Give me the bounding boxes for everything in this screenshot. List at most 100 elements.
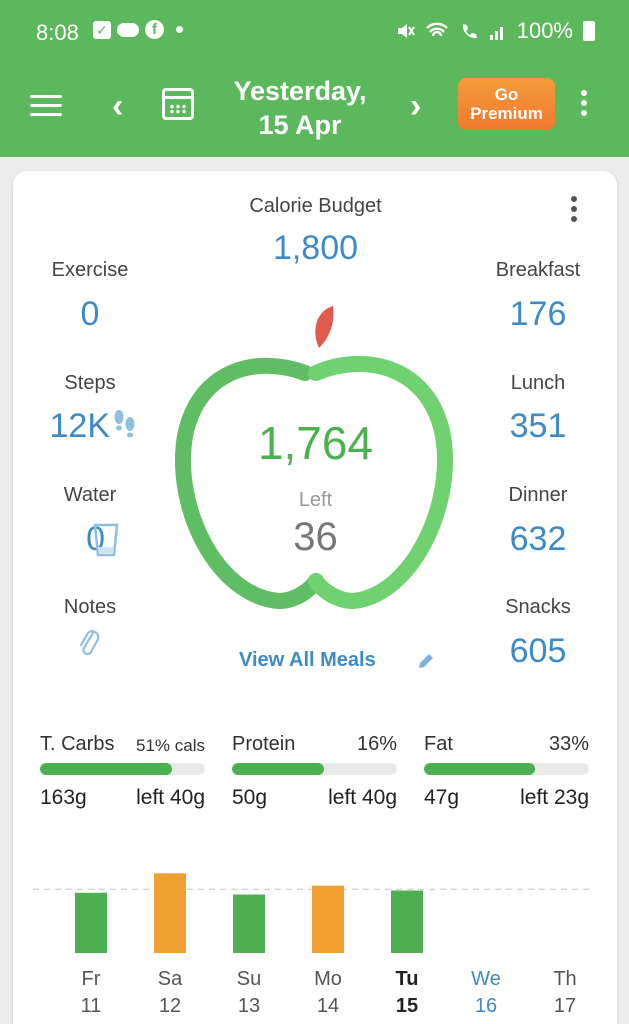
macro-protein-fill [232,763,325,775]
macro-protein-bar [232,763,397,775]
macro-protein-pct: 16% [356,733,397,755]
macro-fat-left: left 23g [520,786,589,809]
calories-left-value: 36 [293,515,338,559]
snacks-value[interactable]: 605 [509,632,567,670]
calorie-apple-ring[interactable] [171,301,461,621]
exercise-value[interactable]: 0 [80,295,100,333]
day-label-dow: Sa [157,968,183,990]
bar-mo[interactable] [312,885,344,953]
status-bar: 8:08 ✓ f 100% [0,0,629,64]
day-label-date: 16 [474,995,498,1017]
macro-carbs-fill [40,763,172,775]
day-label-date: 12 [158,995,182,1017]
pencil-edit-icon[interactable] [416,651,436,671]
day-label-mo[interactable]: Mo 14 [298,966,358,1020]
calorie-budget-value[interactable]: 1,800 [272,229,359,267]
day-label-fr[interactable]: Fr 11 [61,966,121,1020]
mute-icon [397,24,415,38]
macro-protein-left: left 40g [328,786,397,809]
macro-carbs-grams: 163g [40,786,87,809]
notification-icons: ✓ f [93,20,183,39]
macro-protein-grams: 50g [232,786,268,809]
snacks-label: Snacks [505,596,571,618]
breakfast-value[interactable]: 176 [509,295,567,333]
day-label-tu[interactable]: Tu 15 [377,966,437,1020]
macro-fat-pct: 33% [548,733,589,755]
go-premium-button[interactable]: Go Premium [458,78,555,130]
check-square-icon: ✓ [93,20,111,39]
summary-card: Calorie Budget 1,800 Exercise 0 Steps 12… [13,171,617,1024]
exercise-label: Exercise [51,259,129,281]
day-label-dow: Tu [395,968,419,990]
day-label-th[interactable]: Th 17 [535,966,595,1020]
bar-su[interactable] [233,894,265,953]
date-line-1: Yesterday, [233,76,367,106]
dot-icon [176,26,183,33]
macro-fat-name: Fat [424,733,453,755]
date-title[interactable]: Yesterday, 15 Apr [200,74,400,142]
lunch-value[interactable]: 351 [509,407,567,445]
breakfast-label: Breakfast [495,259,581,281]
macro-carbs-bar [40,763,205,775]
bar-sa[interactable] [154,873,186,953]
macro-carbs-left: left 40g [136,786,205,809]
status-time: 8:08 [36,20,79,45]
day-label-dow: Mo [314,968,342,990]
bar-fr[interactable] [75,892,107,953]
day-label-we[interactable]: We 16 [456,966,516,1020]
water-label: Water [63,484,117,506]
day-label-dow: Th [553,968,577,990]
day-label-sa[interactable]: Sa 12 [140,966,200,1020]
day-label-dow: We [471,968,501,990]
system-icons: 100% [395,18,595,44]
weekly-bars-svg [33,873,593,953]
dinner-value[interactable]: 632 [509,520,567,558]
facebook-icon: f [145,20,164,39]
day-label-date: 17 [553,995,577,1017]
hamburger-menu-icon[interactable] [30,95,62,119]
weekly-calorie-chart[interactable]: Fr 11 Sa 12 Su 13 Mo 14 Tu 15 We 16 Th 17 [33,851,593,1021]
day-label-dow: Su [236,968,262,990]
premium-line-2: Premium [470,104,543,123]
card-overflow-menu-icon[interactable] [569,196,579,226]
view-all-meals-link[interactable]: View All Meals [239,649,376,671]
bar-tu[interactable] [391,890,423,953]
day-label-date: 14 [316,995,340,1017]
cloud-icon [117,22,139,37]
day-label-dow: Fr [81,968,101,990]
day-label-date: 11 [80,995,102,1017]
overflow-menu-icon[interactable] [579,90,589,120]
wifi-icon [425,22,448,37]
macro-fat-grams: 47g [424,786,460,809]
paperclip-icon[interactable] [78,627,100,659]
day-label-su[interactable]: Su 13 [219,966,279,1020]
date-line-2: 15 Apr [258,110,342,140]
calorie-budget-label: Calorie Budget [249,195,382,217]
battery-percent: 100% [516,18,573,43]
lunch-label: Lunch [510,372,566,394]
steps-label: Steps [64,372,116,394]
macro-carbs-name: T. Carbs [40,733,115,755]
dinner-label: Dinner [508,484,568,506]
macro-protein-name: Protein [232,733,296,755]
previous-day-chevron-icon[interactable]: ‹ [112,87,124,125]
call-icon [462,24,477,39]
steps-value[interactable]: 12K [49,407,111,445]
premium-line-1: Go [494,85,519,104]
day-label-date: 13 [237,995,261,1017]
macro-fat-bar [424,763,589,775]
calendar-icon[interactable] [162,88,194,120]
day-label-date: 15 [395,995,419,1017]
macro-carbs-pct: 51% cals [136,736,205,755]
signal-icon [489,27,503,40]
app-bar: ‹ Yesterday, 15 Apr › Go Premium [0,64,629,157]
apple-leaf [315,306,334,348]
macro-fat-fill [424,763,535,775]
calories-left-label: Left [298,489,333,511]
battery-icon [583,21,595,41]
notes-label: Notes [63,596,117,618]
footsteps-icon [114,410,135,438]
water-glass-icon [93,523,119,557]
next-day-chevron-icon[interactable]: › [410,87,422,125]
calories-consumed-value: 1,764 [257,417,374,469]
